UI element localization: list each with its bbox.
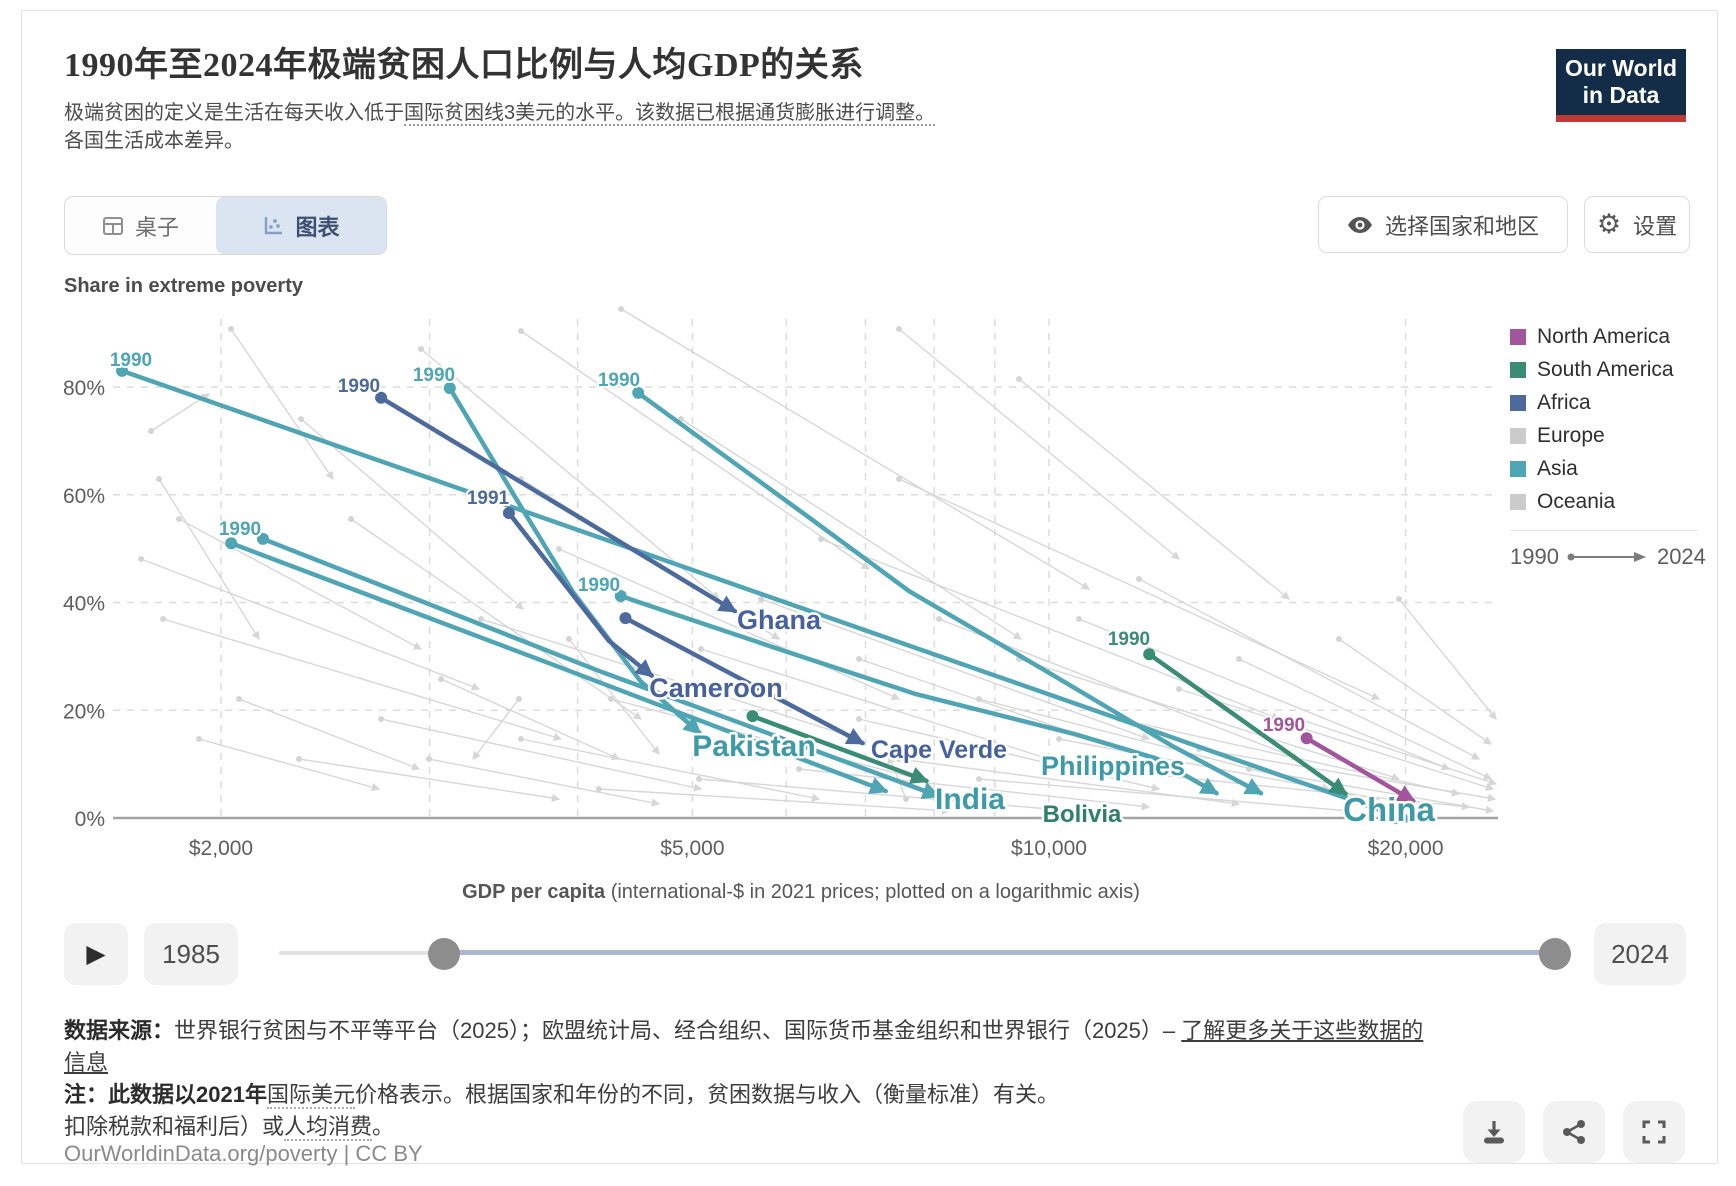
chart-canvas[interactable]: 0% 20% 40% 60% 80% $2,000 $5,000 $10,000 $20,000… — [41, 296, 1511, 936]
scatter-chart-icon — [265, 216, 283, 234]
country-label-china: China — [1343, 791, 1435, 828]
note-line-2: 扣除税款和福利后）或人均消费。 — [64, 1114, 395, 1141]
legend-swatch — [1510, 428, 1526, 444]
source-line-2: 信息 — [64, 1045, 108, 1077]
owid-logo: Our World in Data — [1556, 49, 1686, 122]
source-line: 数据来源：世界银行贫困与不平等平台（2025）；欧盟统计局、经合组织、国际货币基… — [64, 1018, 1424, 1043]
legend-item-europe[interactable]: Europe — [1510, 424, 1722, 448]
subtitle-link[interactable]: 国际贫困线3美元的水平。该数据已根据通货膨胀进行调整。 — [404, 102, 936, 126]
legend-item-africa[interactable]: Africa — [1510, 391, 1722, 415]
legend-swatch — [1510, 461, 1526, 477]
x-axis-title: GDP per capita (international-$ in 2021 … — [462, 881, 1140, 903]
eye-icon — [1347, 216, 1372, 233]
y-tick-label: 80% — [63, 377, 105, 400]
country-label-pakistan: Pakistan — [692, 730, 815, 763]
timeline-end-year[interactable]: 2024 — [1594, 923, 1686, 985]
legend-item-north-america[interactable]: North America — [1510, 325, 1722, 349]
year-label: 1990 — [413, 365, 455, 386]
legend-item-asia[interactable]: Asia — [1510, 457, 1722, 481]
legend-label: Africa — [1537, 391, 1591, 414]
note-line: 注：此数据以2021年国际美元价格表示。根据国家和年份的不同，贫困数据与收入（衡… — [64, 1082, 1059, 1109]
legend-label: South America — [1537, 358, 1674, 381]
arrow-legend-start: 1990 — [1510, 544, 1559, 569]
year-label: 1990 — [598, 370, 640, 391]
y-tick-label: 60% — [63, 485, 105, 508]
play-button[interactable]: ▶ — [64, 923, 128, 985]
year-label: 1990 — [1263, 715, 1305, 736]
timeline-track-active[interactable] — [443, 950, 1554, 955]
y-tick-label: 40% — [63, 593, 105, 616]
chart-legend: North America South America Africa Europe As… — [1510, 325, 1722, 570]
timeline-start-year[interactable]: 1985 — [144, 923, 238, 985]
arrow-legend-icon — [1567, 552, 1646, 562]
legend-swatch — [1510, 362, 1526, 378]
play-icon: ▶ — [86, 940, 106, 968]
table-icon — [102, 216, 123, 235]
x-tick-label: $2,000 — [189, 837, 253, 860]
view-tabs: 桌子 图表 — [64, 196, 387, 255]
legend-swatch — [1510, 494, 1526, 510]
tab-table[interactable]: 桌子 — [65, 197, 216, 254]
select-countries-button[interactable]: 选择国家和地区 — [1318, 196, 1568, 253]
download-icon — [1484, 1121, 1504, 1144]
legend-item-south-america[interactable]: South America — [1510, 358, 1722, 382]
page-title: 1990年至2024年极端贫困人口比例与人均GDP的关系 — [64, 47, 864, 84]
settings-button[interactable]: ⚙ 设置 — [1584, 196, 1690, 253]
legend-label: North America — [1537, 325, 1671, 348]
learn-more-link[interactable]: 了解更多关于这些数据的 — [1181, 1018, 1424, 1043]
subtitle-line2: 各国生活成本差异。 — [64, 130, 244, 152]
subtitle-text: 极端贫困的定义是生活在每天收入低于 — [64, 102, 404, 124]
note-link-2[interactable]: 人均消费 — [284, 1114, 373, 1141]
timeline-handle-start[interactable] — [428, 938, 460, 970]
country-label-cameroon: Cameroon — [649, 673, 783, 703]
year-label: 1990 — [578, 575, 620, 596]
legend-swatch — [1510, 395, 1526, 411]
year-label: 1991 — [467, 488, 510, 509]
chart-subtitle: 极端贫困的定义是生活在每天收入低于国际贫困线3美元的水平。该数据已根据通货膨胀进… — [64, 99, 1124, 155]
year-label: 1990 — [338, 376, 380, 397]
year-label: 1990 — [1108, 629, 1150, 650]
attribution: OurWorldinData.org/poverty | CC BY — [64, 1141, 423, 1166]
country-label-ghana: Ghana — [737, 605, 822, 635]
x-tick-label: $5,000 — [660, 837, 724, 860]
fullscreen-button[interactable] — [1623, 1101, 1685, 1163]
legend-item-oceania[interactable]: Oceania — [1510, 490, 1722, 514]
legend-label: Asia — [1537, 457, 1578, 480]
legend-label: Europe — [1537, 424, 1605, 447]
x-tick-label: $10,000 — [1011, 837, 1087, 860]
timeline-handle-end[interactable] — [1539, 938, 1571, 970]
gear-icon: ⚙ — [1596, 209, 1622, 239]
country-label-philippines: Philippines — [1041, 751, 1185, 781]
fullscreen-icon — [1642, 1120, 1666, 1144]
year-label: 1990 — [219, 519, 261, 540]
legend-swatch — [1510, 329, 1526, 345]
share-icon — [1563, 1120, 1585, 1144]
share-button[interactable] — [1543, 1101, 1605, 1163]
y-axis-title: Share in extreme poverty — [64, 275, 303, 297]
timeline-track-inactive[interactable] — [279, 951, 443, 955]
connected-scatter-plot: 0% 20% 40% 60% 80% $2,000 $5,000 $10,000 $20,000… — [63, 306, 1498, 903]
grapher-card: 1990年至2024年极端贫困人口比例与人均GDP的关系 极端贫困的定义是生活在… — [21, 10, 1718, 1166]
note-link[interactable]: 国际美元 — [266, 1082, 355, 1109]
country-label-cape-verde: Cape Verde — [871, 736, 1007, 764]
arrow-legend: 1990 2024 — [1510, 544, 1722, 570]
country-label-india: India — [935, 783, 1005, 816]
y-tick-label: 20% — [63, 700, 105, 723]
year-label: 1990 — [110, 350, 152, 371]
arrow-legend-end: 2024 — [1656, 544, 1706, 569]
download-button[interactable] — [1463, 1101, 1525, 1163]
country-label-bolivia: Bolivia — [1043, 801, 1122, 828]
legend-divider — [1510, 530, 1698, 531]
x-tick-label: $20,000 — [1368, 837, 1444, 860]
y-tick-label: 0% — [75, 808, 105, 831]
legend-label: Oceania — [1537, 490, 1616, 513]
tab-chart[interactable]: 图表 — [216, 197, 386, 254]
learn-more-link-2[interactable]: 信息 — [64, 1050, 109, 1075]
